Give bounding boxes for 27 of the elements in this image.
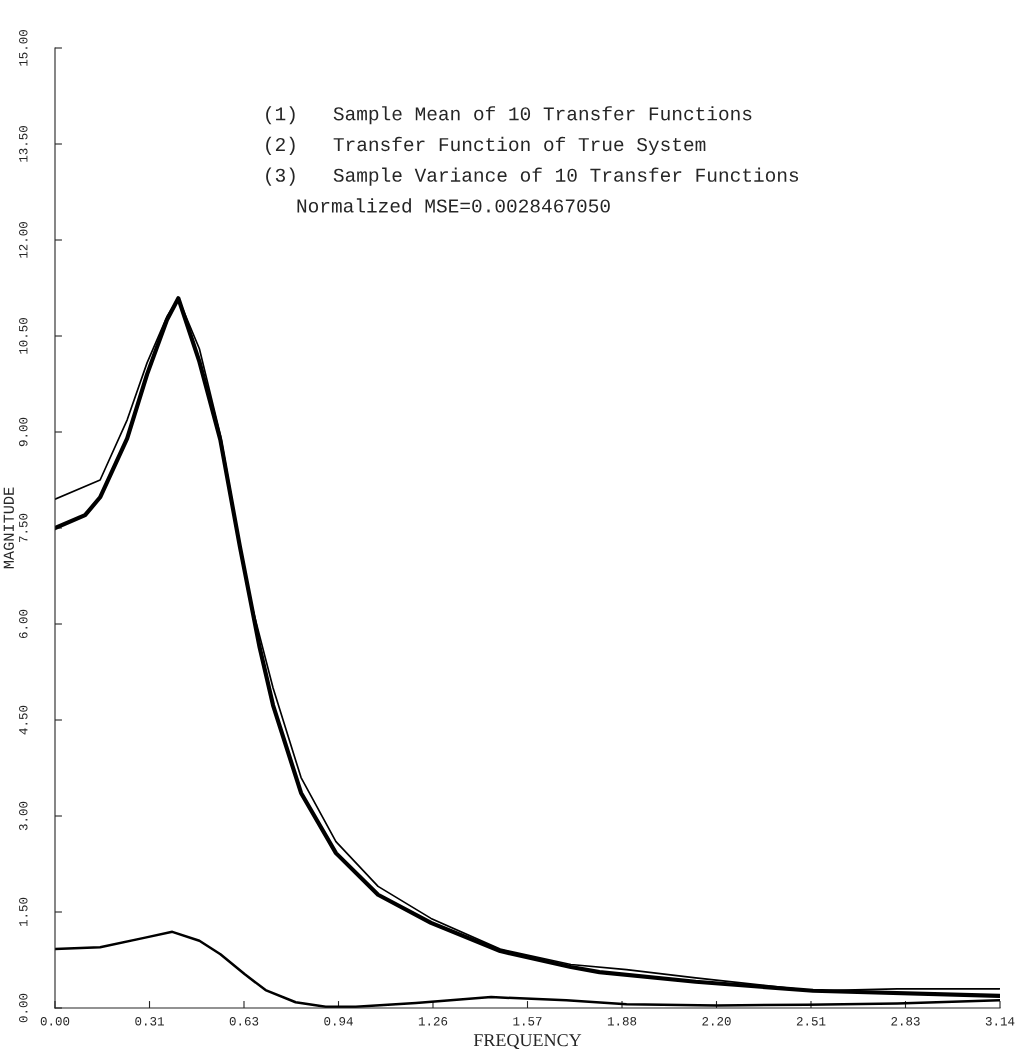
x-tick-label: 0.94 bbox=[324, 1017, 353, 1026]
x-tick-label: 1.26 bbox=[418, 1017, 448, 1026]
y-tick-label: 4.50 bbox=[19, 705, 28, 735]
y-tick-label: 1.50 bbox=[19, 897, 28, 927]
y-tick-label: 7.50 bbox=[19, 513, 28, 543]
x-tick-label: 2.51 bbox=[796, 1017, 826, 1026]
annotation: Normalized MSE=0.0028467050 bbox=[297, 198, 610, 213]
y-tick-label: 12.00 bbox=[19, 222, 28, 258]
annotation: (3) Sample Variance of 10 Transfer Functions bbox=[266, 167, 799, 186]
x-tick-label: 1.88 bbox=[607, 1017, 637, 1026]
y-tick-label: 15.00 bbox=[19, 30, 28, 66]
y-tick-label: 10.50 bbox=[19, 318, 28, 354]
y-tick-label: 9.00 bbox=[19, 417, 28, 447]
x-axis-title: FREQUENCY bbox=[473, 1034, 582, 1049]
x-tick-label: 1.57 bbox=[513, 1017, 542, 1026]
y-axis-title: MAGNITUDE bbox=[3, 487, 14, 569]
y-tick-label: 3.00 bbox=[19, 801, 28, 831]
x-tick-label: 2.20 bbox=[702, 1017, 731, 1026]
x-tick-label: 3.14 bbox=[985, 1017, 1015, 1026]
annotation: (1) Sample Mean of 10 Transfer Functions bbox=[266, 106, 752, 125]
annotation: (2) Transfer Function of True System bbox=[266, 136, 706, 155]
x-tick-label: 0.00 bbox=[40, 1017, 70, 1026]
x-tick-label: 2.83 bbox=[891, 1017, 920, 1026]
y-tick-label: 6.00 bbox=[19, 609, 28, 639]
x-tick-label: 0.31 bbox=[135, 1017, 164, 1026]
y-tick-label: 13.50 bbox=[19, 126, 28, 162]
x-tick-label: 0.63 bbox=[229, 1017, 259, 1026]
